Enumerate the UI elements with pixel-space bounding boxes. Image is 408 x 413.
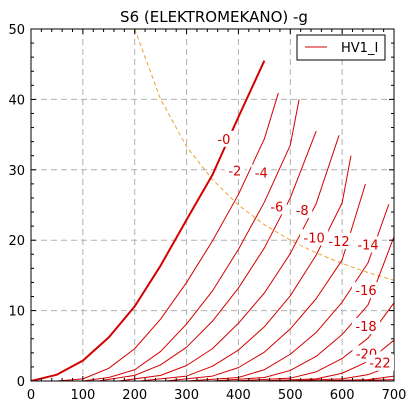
x-tick-label: 400 bbox=[226, 388, 251, 403]
curve-label: -8 bbox=[296, 204, 309, 219]
curve-label-bg bbox=[251, 164, 272, 181]
curve--6 bbox=[98, 130, 317, 381]
y-tick-label: 40 bbox=[8, 93, 25, 108]
curve--16 bbox=[212, 236, 394, 381]
curve-label: -18 bbox=[355, 320, 376, 335]
curve-label: -22 bbox=[369, 357, 390, 372]
curve-label-bg bbox=[292, 201, 313, 218]
y-tick-label: 0 bbox=[17, 375, 25, 390]
grid bbox=[31, 29, 394, 381]
curve-label: -6 bbox=[270, 200, 283, 215]
curve-label: -14 bbox=[357, 238, 378, 253]
y-tick-label: 10 bbox=[8, 305, 25, 320]
y-tick-label: 20 bbox=[8, 234, 25, 249]
curve--10 bbox=[139, 155, 352, 381]
curve-label-bg bbox=[224, 162, 245, 179]
curve--4 bbox=[82, 99, 300, 381]
power-limit-line bbox=[134, 29, 394, 281]
x-tick-label: 300 bbox=[174, 388, 199, 403]
x-tick-label: 500 bbox=[278, 388, 303, 403]
curve-label: -12 bbox=[328, 235, 349, 250]
curve-label-bg bbox=[354, 236, 383, 253]
curve-label: -4 bbox=[255, 167, 268, 182]
curve-label-bg bbox=[213, 130, 234, 147]
curve-label-bg bbox=[300, 229, 329, 246]
curve--14 bbox=[186, 204, 390, 381]
curve-label: -10 bbox=[304, 231, 325, 246]
curve-label-bg bbox=[325, 232, 354, 249]
x-tick-label: 200 bbox=[122, 388, 147, 403]
curve--8 bbox=[119, 135, 340, 381]
x-tick-label: 0 bbox=[27, 388, 35, 403]
curve-label-bg bbox=[365, 354, 394, 371]
legend: HV1_I bbox=[296, 34, 386, 61]
x-tick-label: 600 bbox=[330, 388, 355, 403]
y-tick-label: 50 bbox=[8, 23, 25, 38]
curve--12 bbox=[165, 183, 366, 381]
curve-label-bg bbox=[351, 318, 380, 335]
legend-label: HV1_I bbox=[341, 41, 378, 56]
axis-ticks: 0 100 200 300 400 500 600 700 0 10 20 30 40 50 bbox=[8, 23, 406, 403]
x-tick-label: 700 bbox=[382, 388, 407, 403]
curve-label-bg bbox=[266, 198, 287, 215]
curve-label: -0 bbox=[217, 133, 230, 148]
curve-label: -16 bbox=[355, 284, 376, 299]
curve-labels: -0-2-4-6-8-10-12-14-16-18-20-22 bbox=[213, 130, 394, 372]
curve-label: -2 bbox=[228, 165, 241, 180]
y-tick-label: 30 bbox=[8, 164, 25, 179]
curve-label-bg bbox=[351, 282, 380, 299]
curve-0 bbox=[31, 60, 266, 381]
plate-curves bbox=[31, 29, 394, 381]
chart-title: S6 (ELEKTROMEKANO) -g bbox=[120, 8, 308, 26]
plot-frame bbox=[30, 28, 395, 382]
x-tick-label: 100 bbox=[70, 388, 95, 403]
